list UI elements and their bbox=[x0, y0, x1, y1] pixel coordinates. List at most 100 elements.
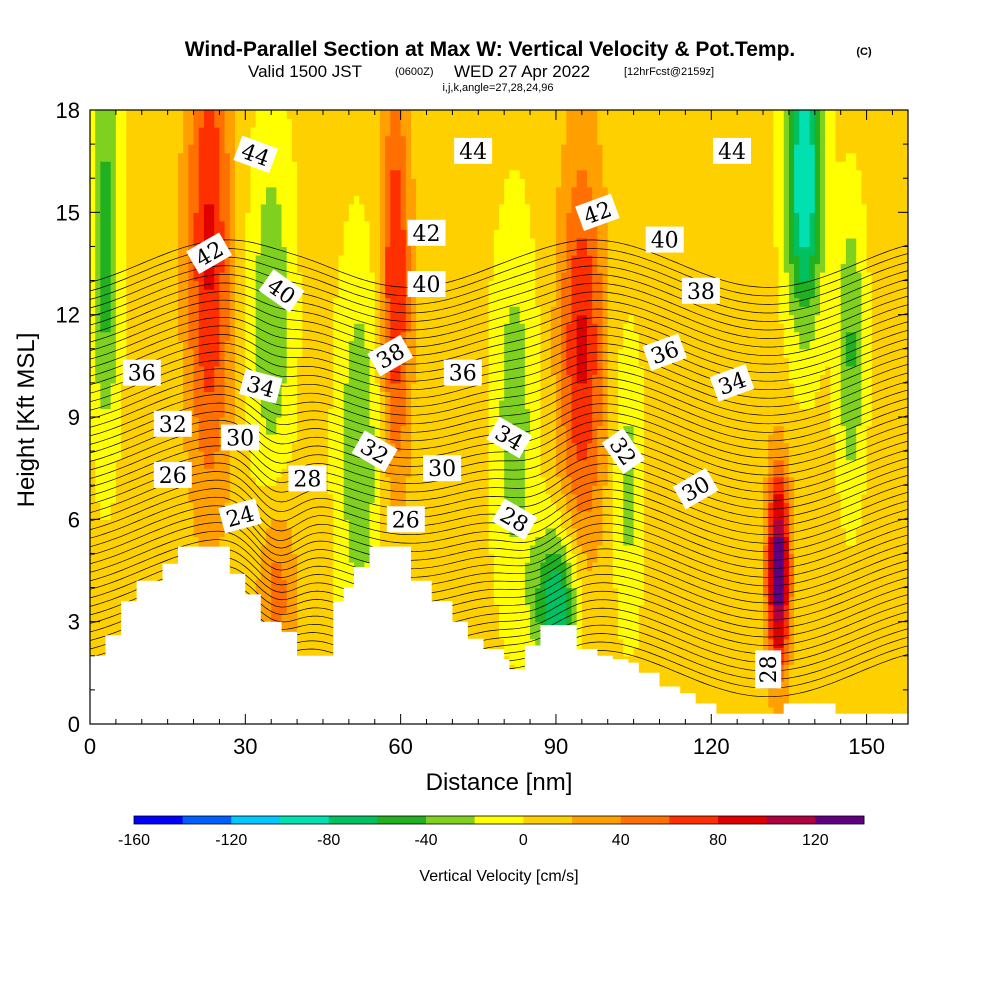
velocity-cell bbox=[328, 561, 334, 572]
velocity-cell bbox=[291, 442, 298, 452]
velocity-cell bbox=[297, 110, 303, 120]
velocity-cell bbox=[198, 144, 205, 154]
velocity-cell bbox=[193, 144, 200, 154]
velocity-cell bbox=[90, 613, 96, 623]
velocity-cell bbox=[95, 135, 101, 145]
velocity-cell bbox=[219, 519, 226, 529]
velocity-cell bbox=[338, 152, 345, 162]
velocity-cell bbox=[203, 468, 210, 478]
velocity-cell bbox=[245, 476, 252, 486]
velocity-cell bbox=[152, 237, 158, 248]
velocity-cell bbox=[95, 451, 101, 461]
velocity-cell bbox=[338, 374, 345, 384]
velocity-cell bbox=[167, 152, 174, 162]
velocity-cell bbox=[385, 306, 391, 316]
velocity-cell bbox=[333, 135, 340, 145]
velocity-cell bbox=[426, 493, 433, 503]
velocity-cell bbox=[395, 468, 402, 478]
velocity-cell bbox=[400, 459, 407, 469]
velocity-cell bbox=[255, 203, 262, 213]
velocity-cell bbox=[291, 118, 298, 128]
velocity-cell bbox=[276, 110, 283, 120]
velocity-cell bbox=[255, 178, 262, 188]
velocity-cell bbox=[312, 621, 319, 631]
velocity-cell bbox=[416, 110, 422, 120]
velocity-cell bbox=[167, 280, 174, 290]
velocity-cell bbox=[374, 229, 381, 239]
velocity-cell bbox=[343, 382, 350, 393]
velocity-cell bbox=[146, 203, 153, 213]
velocity-cell bbox=[90, 169, 96, 179]
velocity-cell bbox=[302, 408, 309, 418]
velocity-cell bbox=[229, 263, 236, 273]
velocity-cell bbox=[271, 485, 277, 495]
velocity-cell bbox=[291, 596, 298, 606]
velocity-cell bbox=[297, 118, 303, 128]
velocity-cell bbox=[229, 118, 236, 128]
velocity-cell bbox=[260, 357, 267, 367]
velocity-cell bbox=[379, 280, 386, 290]
velocity-cell bbox=[157, 161, 164, 171]
velocity-cell bbox=[126, 493, 133, 503]
velocity-cell bbox=[131, 502, 138, 512]
velocity-cell bbox=[354, 365, 360, 375]
velocity-cell bbox=[234, 237, 241, 248]
velocity-cell bbox=[328, 382, 334, 393]
velocity-cell bbox=[95, 110, 101, 120]
velocity-cell bbox=[359, 297, 365, 307]
velocity-cell bbox=[276, 425, 283, 435]
velocity-cell bbox=[245, 357, 252, 367]
velocity-cell bbox=[359, 374, 365, 384]
velocity-cell bbox=[442, 263, 448, 273]
velocity-cell bbox=[162, 365, 169, 375]
velocity-cell bbox=[172, 186, 179, 196]
velocity-cell bbox=[369, 110, 376, 120]
velocity-cell bbox=[297, 152, 303, 162]
velocity-cell bbox=[152, 127, 158, 137]
velocity-cell bbox=[121, 485, 127, 495]
velocity-cell bbox=[245, 544, 252, 555]
velocity-cell bbox=[234, 468, 241, 478]
velocity-cell bbox=[193, 127, 200, 137]
velocity-cell bbox=[146, 399, 153, 410]
velocity-cell bbox=[152, 306, 158, 316]
velocity-cell bbox=[152, 382, 158, 393]
velocity-cell bbox=[193, 442, 200, 452]
velocity-cell bbox=[90, 451, 96, 461]
velocity-cell bbox=[385, 382, 391, 393]
velocity-cell bbox=[343, 391, 350, 401]
velocity-cell bbox=[390, 118, 397, 128]
velocity-cell bbox=[240, 306, 246, 316]
velocity-cell bbox=[416, 161, 422, 171]
velocity-cell bbox=[229, 476, 236, 486]
velocity-cell bbox=[95, 280, 101, 290]
velocity-cell bbox=[234, 493, 241, 503]
velocity-cell bbox=[90, 374, 96, 384]
velocity-cell bbox=[291, 229, 298, 239]
velocity-cell bbox=[343, 314, 350, 324]
velocity-cell bbox=[442, 348, 448, 358]
velocity-cell bbox=[115, 195, 122, 205]
velocity-cell bbox=[410, 263, 417, 273]
velocity-cell bbox=[162, 246, 169, 256]
velocity-cell bbox=[157, 451, 164, 461]
velocity-cell bbox=[240, 340, 246, 350]
velocity-cell bbox=[322, 493, 329, 503]
velocity-cell bbox=[281, 434, 288, 444]
velocity-cell bbox=[322, 340, 329, 350]
velocity-cell bbox=[416, 340, 422, 350]
velocity-cell bbox=[100, 144, 107, 154]
velocity-cell bbox=[359, 203, 365, 213]
velocity-cell bbox=[364, 399, 371, 410]
velocity-cell bbox=[322, 382, 329, 393]
velocity-cell bbox=[121, 272, 127, 282]
velocity-cell bbox=[374, 144, 381, 154]
velocity-cell bbox=[338, 579, 345, 589]
velocity-cell bbox=[224, 417, 231, 427]
velocity-cell bbox=[421, 544, 428, 555]
velocity-cell bbox=[302, 536, 309, 546]
velocity-cell bbox=[302, 638, 309, 648]
velocity-cell bbox=[421, 348, 428, 358]
velocity-cell bbox=[203, 459, 210, 469]
velocity-cell bbox=[297, 340, 303, 350]
